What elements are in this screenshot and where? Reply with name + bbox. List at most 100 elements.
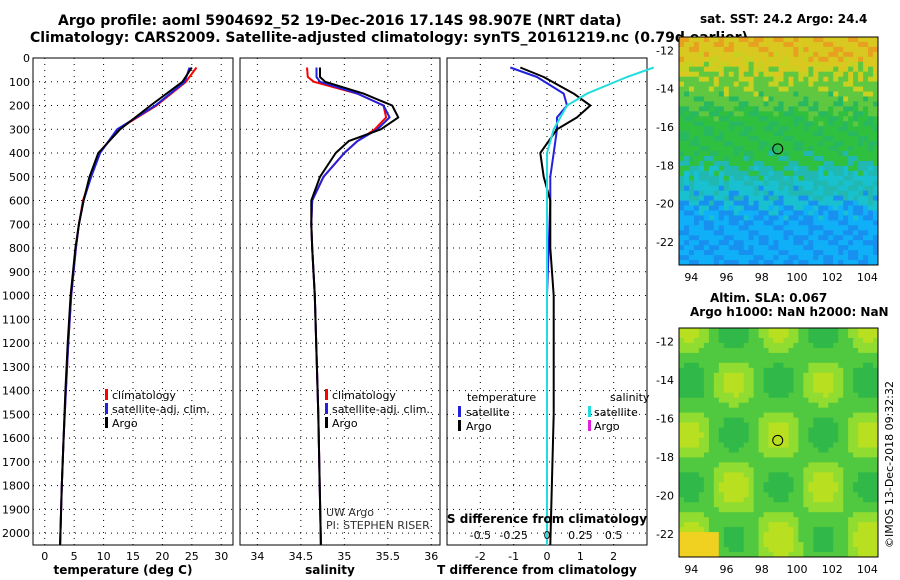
map-cell [833,497,839,503]
map-cell [873,402,879,409]
map-cell [843,235,849,241]
map-cell [863,362,869,369]
map-cell [728,230,735,236]
map-cell [783,205,789,211]
map-cell [698,407,705,414]
map-cell [728,37,735,43]
map-cell [798,111,804,117]
map-cell [763,512,769,518]
map-cell [748,260,754,266]
map-cell [788,61,794,68]
map-cell [848,442,854,448]
map-cell [758,372,764,379]
map-cell [698,230,705,236]
map-cell [808,372,814,379]
map-cell [718,220,725,226]
map-cell [733,442,740,448]
map-cell [858,56,864,63]
map-cell [684,46,690,53]
map-cell [733,156,740,162]
map-cell [703,347,710,354]
legend-swatch [588,406,591,417]
map-cell [713,462,720,468]
map-cell [718,467,725,473]
map-cell [758,362,764,369]
map-cell [778,71,784,78]
map-cell [708,160,715,167]
map-cell [723,357,730,364]
map-cell [873,160,879,167]
map-cell [843,402,849,409]
map-cell [843,357,849,364]
map-cell [833,492,839,498]
map-cell [798,442,804,448]
map-cell [778,116,784,122]
map-cell [813,200,819,206]
map-cell [868,180,874,187]
map-cell [703,487,710,493]
map-cell [823,328,829,334]
map-cell [693,255,700,261]
map-cell [778,542,784,548]
map-cell [843,537,849,543]
map-cell [728,61,735,68]
map-cell [723,367,730,374]
map-cell [748,347,754,354]
map-cell [728,260,735,266]
x-tick-label: 25 [185,550,199,563]
map-cell [728,497,735,503]
legend-label: satellite [466,406,510,419]
map-cell [803,131,809,137]
map-cell [848,106,854,112]
map-cell [763,160,769,167]
map-cell [838,552,844,558]
map-cell [684,156,690,162]
map-cell [788,382,794,389]
map-cell [818,333,824,339]
map-cell [858,392,864,399]
map-cell [818,512,824,518]
map-cell [738,447,745,453]
map-cell [778,106,784,112]
map-cell [858,472,864,478]
map-cell [689,160,695,167]
map-cell [778,482,784,488]
map-cell [803,255,809,261]
map-cell [753,367,759,374]
map-cell [813,121,819,127]
map-cell [708,442,715,448]
map-cell [783,37,789,43]
map-cell [733,407,740,414]
map-cell [703,477,710,483]
map-cell [768,417,774,423]
map-cell [748,477,754,483]
map-cell [803,215,809,221]
map-cell [773,462,779,468]
map-cell [873,527,879,533]
map-cell [713,427,720,433]
map-cell [843,81,849,87]
legend-label: Argo [594,420,620,433]
map-cell [718,333,725,339]
map-cell [753,328,759,334]
map-cell [753,427,759,433]
map-cell [788,255,794,261]
map-cell [768,56,774,63]
map-cell [803,126,809,132]
map-cell [843,126,849,132]
map-cell [758,452,764,458]
map-cell [793,338,799,344]
map-cell [743,417,750,423]
map-cell [868,151,874,157]
map-cell [788,200,794,206]
map-cell [873,185,879,192]
map-cell [798,497,804,503]
map-cell [828,66,834,73]
map-cell [773,42,779,48]
map-cell [723,362,730,369]
map-cell [758,195,764,201]
map-cell [684,106,690,112]
map-cell [848,342,854,349]
map-cell [748,165,754,172]
map-cell [808,427,814,433]
